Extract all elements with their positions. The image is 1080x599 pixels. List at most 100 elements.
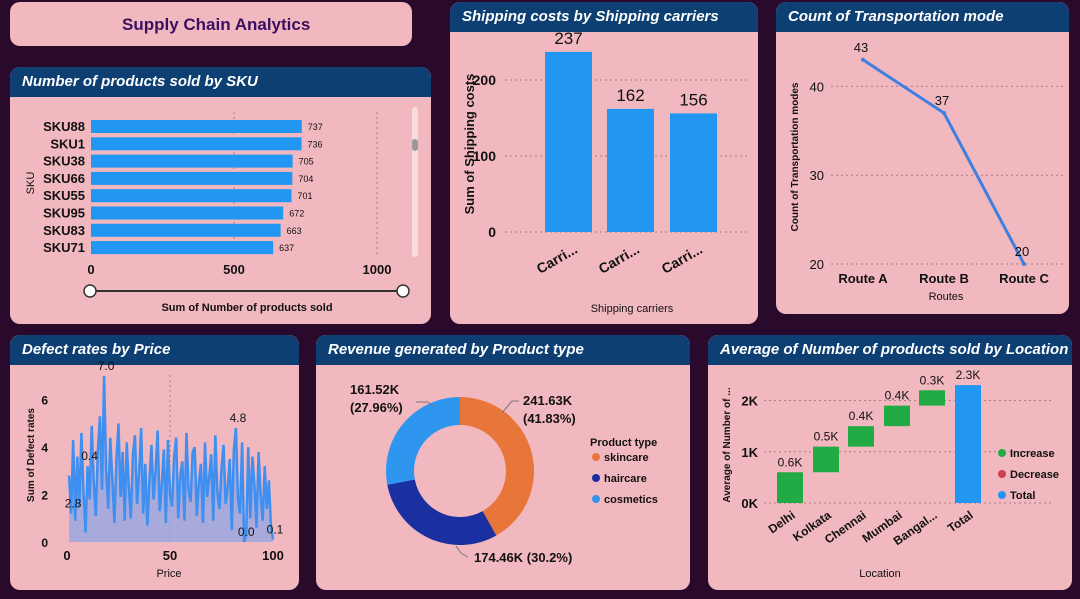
donut-slice-cosmetics[interactable] <box>386 397 460 485</box>
defect-y-tick: 6 <box>41 394 48 408</box>
range-slider-start-handle[interactable] <box>83 284 97 298</box>
carriers-y-axis-label: Sum of Shipping costs <box>462 74 477 215</box>
waterfall-bar[interactable] <box>848 426 874 447</box>
sku-bar[interactable] <box>91 206 284 220</box>
waterfall-bar[interactable] <box>955 385 981 503</box>
transport-panel-title: Count of Transportation mode <box>776 2 1069 32</box>
location-x-tick: Total <box>945 508 976 535</box>
transport-y-tick: 40 <box>810 79 824 94</box>
sku-data-label: 704 <box>298 174 313 184</box>
location-y-axis-label: Average of Number of ... <box>722 387 733 502</box>
legend-marker[interactable] <box>592 453 600 461</box>
legend-marker[interactable] <box>592 495 600 503</box>
legend-title: Product type <box>590 437 657 449</box>
sku-bar[interactable] <box>91 241 274 255</box>
waterfall-data-label: 0.6K <box>778 455 803 469</box>
transport-point[interactable] <box>861 57 865 62</box>
waterfall-data-label: 0.4K <box>885 389 910 403</box>
carrier-bar[interactable] <box>607 108 654 232</box>
legend-item-haircare[interactable]: haircare <box>604 473 647 485</box>
defect-y-tick: 0 <box>41 536 48 550</box>
sku-x-tick: 1000 <box>363 262 392 277</box>
waterfall-data-label: 0.5K <box>814 430 839 444</box>
defect-data-label: 4.8 <box>230 411 247 425</box>
defect-line[interactable] <box>67 375 275 543</box>
location-x-axis-label: Location <box>859 568 901 580</box>
waterfall-bar[interactable] <box>919 390 945 406</box>
transport-x-tick: Route A <box>838 271 888 286</box>
sku-bar-chart: SKU88 737 SKU1 736 SKU38 705 SKU66 704 SKU55 701 S… <box>25 107 418 314</box>
sku-tick-label: SKU83 <box>43 223 85 238</box>
legend-marker[interactable] <box>998 491 1006 499</box>
carrier-x-tick: Carri... <box>596 241 642 277</box>
sku-bar[interactable] <box>91 120 302 133</box>
carrier-bar[interactable] <box>545 51 592 232</box>
legend-item-cosmetics[interactable]: cosmetics <box>604 494 658 506</box>
sku-x-tick: 0 <box>87 262 94 277</box>
sku-bar[interactable] <box>91 154 293 168</box>
vertical-scrollbar[interactable] <box>412 107 418 257</box>
transport-line[interactable] <box>862 58 1026 265</box>
transport-line-chart: 20 30 40 43 Route A 37 Route B 20 Route C Count o… <box>790 40 1064 303</box>
legend-marker[interactable] <box>998 449 1006 457</box>
transport-point[interactable] <box>1022 262 1026 266</box>
transport-point[interactable] <box>942 111 946 116</box>
location-panel: Average of Number of products sold by Lo… <box>708 335 1072 590</box>
range-slider-end-handle[interactable] <box>396 284 410 298</box>
location-waterfall-chart: 0K1K2K0.6KDelhi0.5KKolkata0.4KChennai0.4… <box>722 368 1059 580</box>
transport-data-label: 20 <box>1015 244 1029 259</box>
transport-y-axis-label: Count of Transportation modes <box>790 82 801 231</box>
donut-slice-skincare[interactable] <box>460 397 535 536</box>
transport-x-tick: Route C <box>999 271 1049 286</box>
donut-data-label: 161.52K <box>350 382 400 397</box>
location-y-tick: 0K <box>741 496 758 511</box>
carrier-bar[interactable] <box>670 113 717 232</box>
location-y-tick: 2K <box>741 394 758 409</box>
defect-y-tick: 4 <box>41 441 48 455</box>
defect-area-chart: 0 2 4 6 0 50 100 2.8 0.4 7.0 4.8 0.0 0.1 Sum of Defec… <box>26 359 284 580</box>
legend-item-total[interactable]: Total <box>1010 490 1035 502</box>
carriers-x-axis-label: Shipping carriers <box>591 303 674 315</box>
donut-percent-label: (41.83%) <box>523 411 576 426</box>
carriers-y-tick: 100 <box>473 148 497 164</box>
page-title: Supply Chain Analytics <box>10 2 412 46</box>
sku-data-label: 737 <box>308 122 323 132</box>
defect-x-tick: 100 <box>262 548 284 563</box>
donut-slice-haircare[interactable] <box>387 479 497 546</box>
waterfall-data-label: 0.4K <box>849 409 874 423</box>
leader-line <box>416 401 435 408</box>
sku-data-label: 637 <box>279 243 294 253</box>
defect-x-axis-label: Price <box>156 568 181 580</box>
donut-data-label: 241.63K <box>523 393 573 408</box>
waterfall-bar[interactable] <box>813 446 839 473</box>
sku-panel-title: Number of products sold by SKU <box>10 67 431 97</box>
sku-bar[interactable] <box>91 171 293 185</box>
sku-data-label: 672 <box>289 209 304 219</box>
sku-bar[interactable] <box>91 189 292 203</box>
sku-tick-label: SKU95 <box>43 206 85 221</box>
defect-data-label: 7.0 <box>98 359 115 373</box>
waterfall-bar[interactable] <box>777 472 803 503</box>
legend-marker[interactable] <box>592 474 600 482</box>
sku-tick-label: SKU71 <box>43 240 85 255</box>
legend-item-increase[interactable]: Increase <box>1010 448 1055 460</box>
sku-x-tick: 500 <box>223 262 245 277</box>
sku-panel: Number of products sold by SKU SKU88 737 S… <box>10 67 431 324</box>
scrollbar-thumb[interactable] <box>412 139 418 151</box>
carriers-panel: Shipping costs by Shipping carriers 0 100… <box>450 2 758 324</box>
transport-y-tick: 30 <box>810 168 824 183</box>
sku-x-axis-label: Sum of Number of products sold <box>161 302 332 314</box>
waterfall-bar[interactable] <box>884 405 910 427</box>
defect-y-axis-label: Sum of Defect rates <box>26 408 37 502</box>
location-y-tick: 1K <box>741 445 758 460</box>
legend-marker[interactable] <box>998 470 1006 478</box>
sku-bar[interactable] <box>91 137 302 151</box>
legend-item-skincare[interactable]: skincare <box>604 452 649 464</box>
revenue-donut-chart: 241.63K (41.83%) 161.52K (27.96%) 174.46K (3… <box>350 382 658 565</box>
legend-item-decrease[interactable]: Decrease <box>1010 469 1059 481</box>
sku-bar[interactable] <box>91 223 281 237</box>
carriers-panel-title: Shipping costs by Shipping carriers <box>450 2 758 32</box>
defect-panel: Defect rates by Price 0 2 4 6 0 50 100 2.8 0.4 7.… <box>10 335 299 590</box>
waterfall-data-label: 0.3K <box>920 373 945 387</box>
sku-data-label: 705 <box>299 157 314 167</box>
